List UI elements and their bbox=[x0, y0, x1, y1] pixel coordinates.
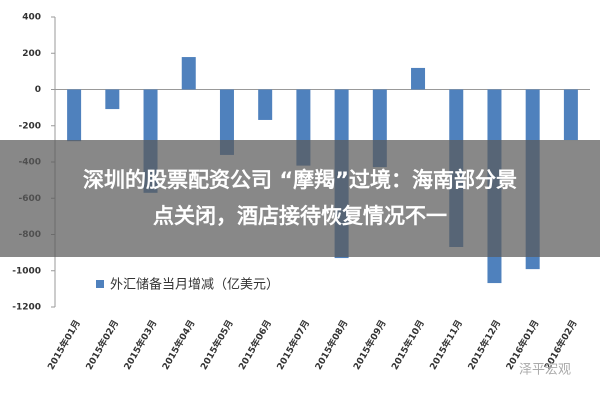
bar bbox=[181, 57, 196, 90]
legend-label: 外汇储备当月增减（亿美元） bbox=[110, 277, 279, 293]
y-tick-label: 200 bbox=[22, 49, 41, 59]
headline-line: 点关闭，酒店接待恢复情况不一 bbox=[153, 204, 447, 228]
headline-banner bbox=[0, 140, 600, 257]
headline-line: 深圳的股票配资公司 “摩羯”过境：海南部分景 bbox=[83, 168, 517, 192]
bar bbox=[219, 89, 234, 155]
y-tick-label: 400 bbox=[22, 13, 41, 23]
bar bbox=[258, 89, 273, 120]
bar bbox=[105, 89, 120, 110]
bar bbox=[563, 89, 578, 141]
y-tick-label: -200 bbox=[18, 121, 41, 131]
y-tick-label: 0 bbox=[35, 85, 41, 95]
y-tick-label: -1000 bbox=[12, 266, 41, 276]
bar bbox=[67, 89, 82, 142]
bar bbox=[411, 67, 426, 90]
legend-swatch bbox=[96, 280, 104, 288]
y-tick-label: -1200 bbox=[12, 303, 41, 313]
watermark: 泽平宏观 bbox=[519, 363, 571, 378]
